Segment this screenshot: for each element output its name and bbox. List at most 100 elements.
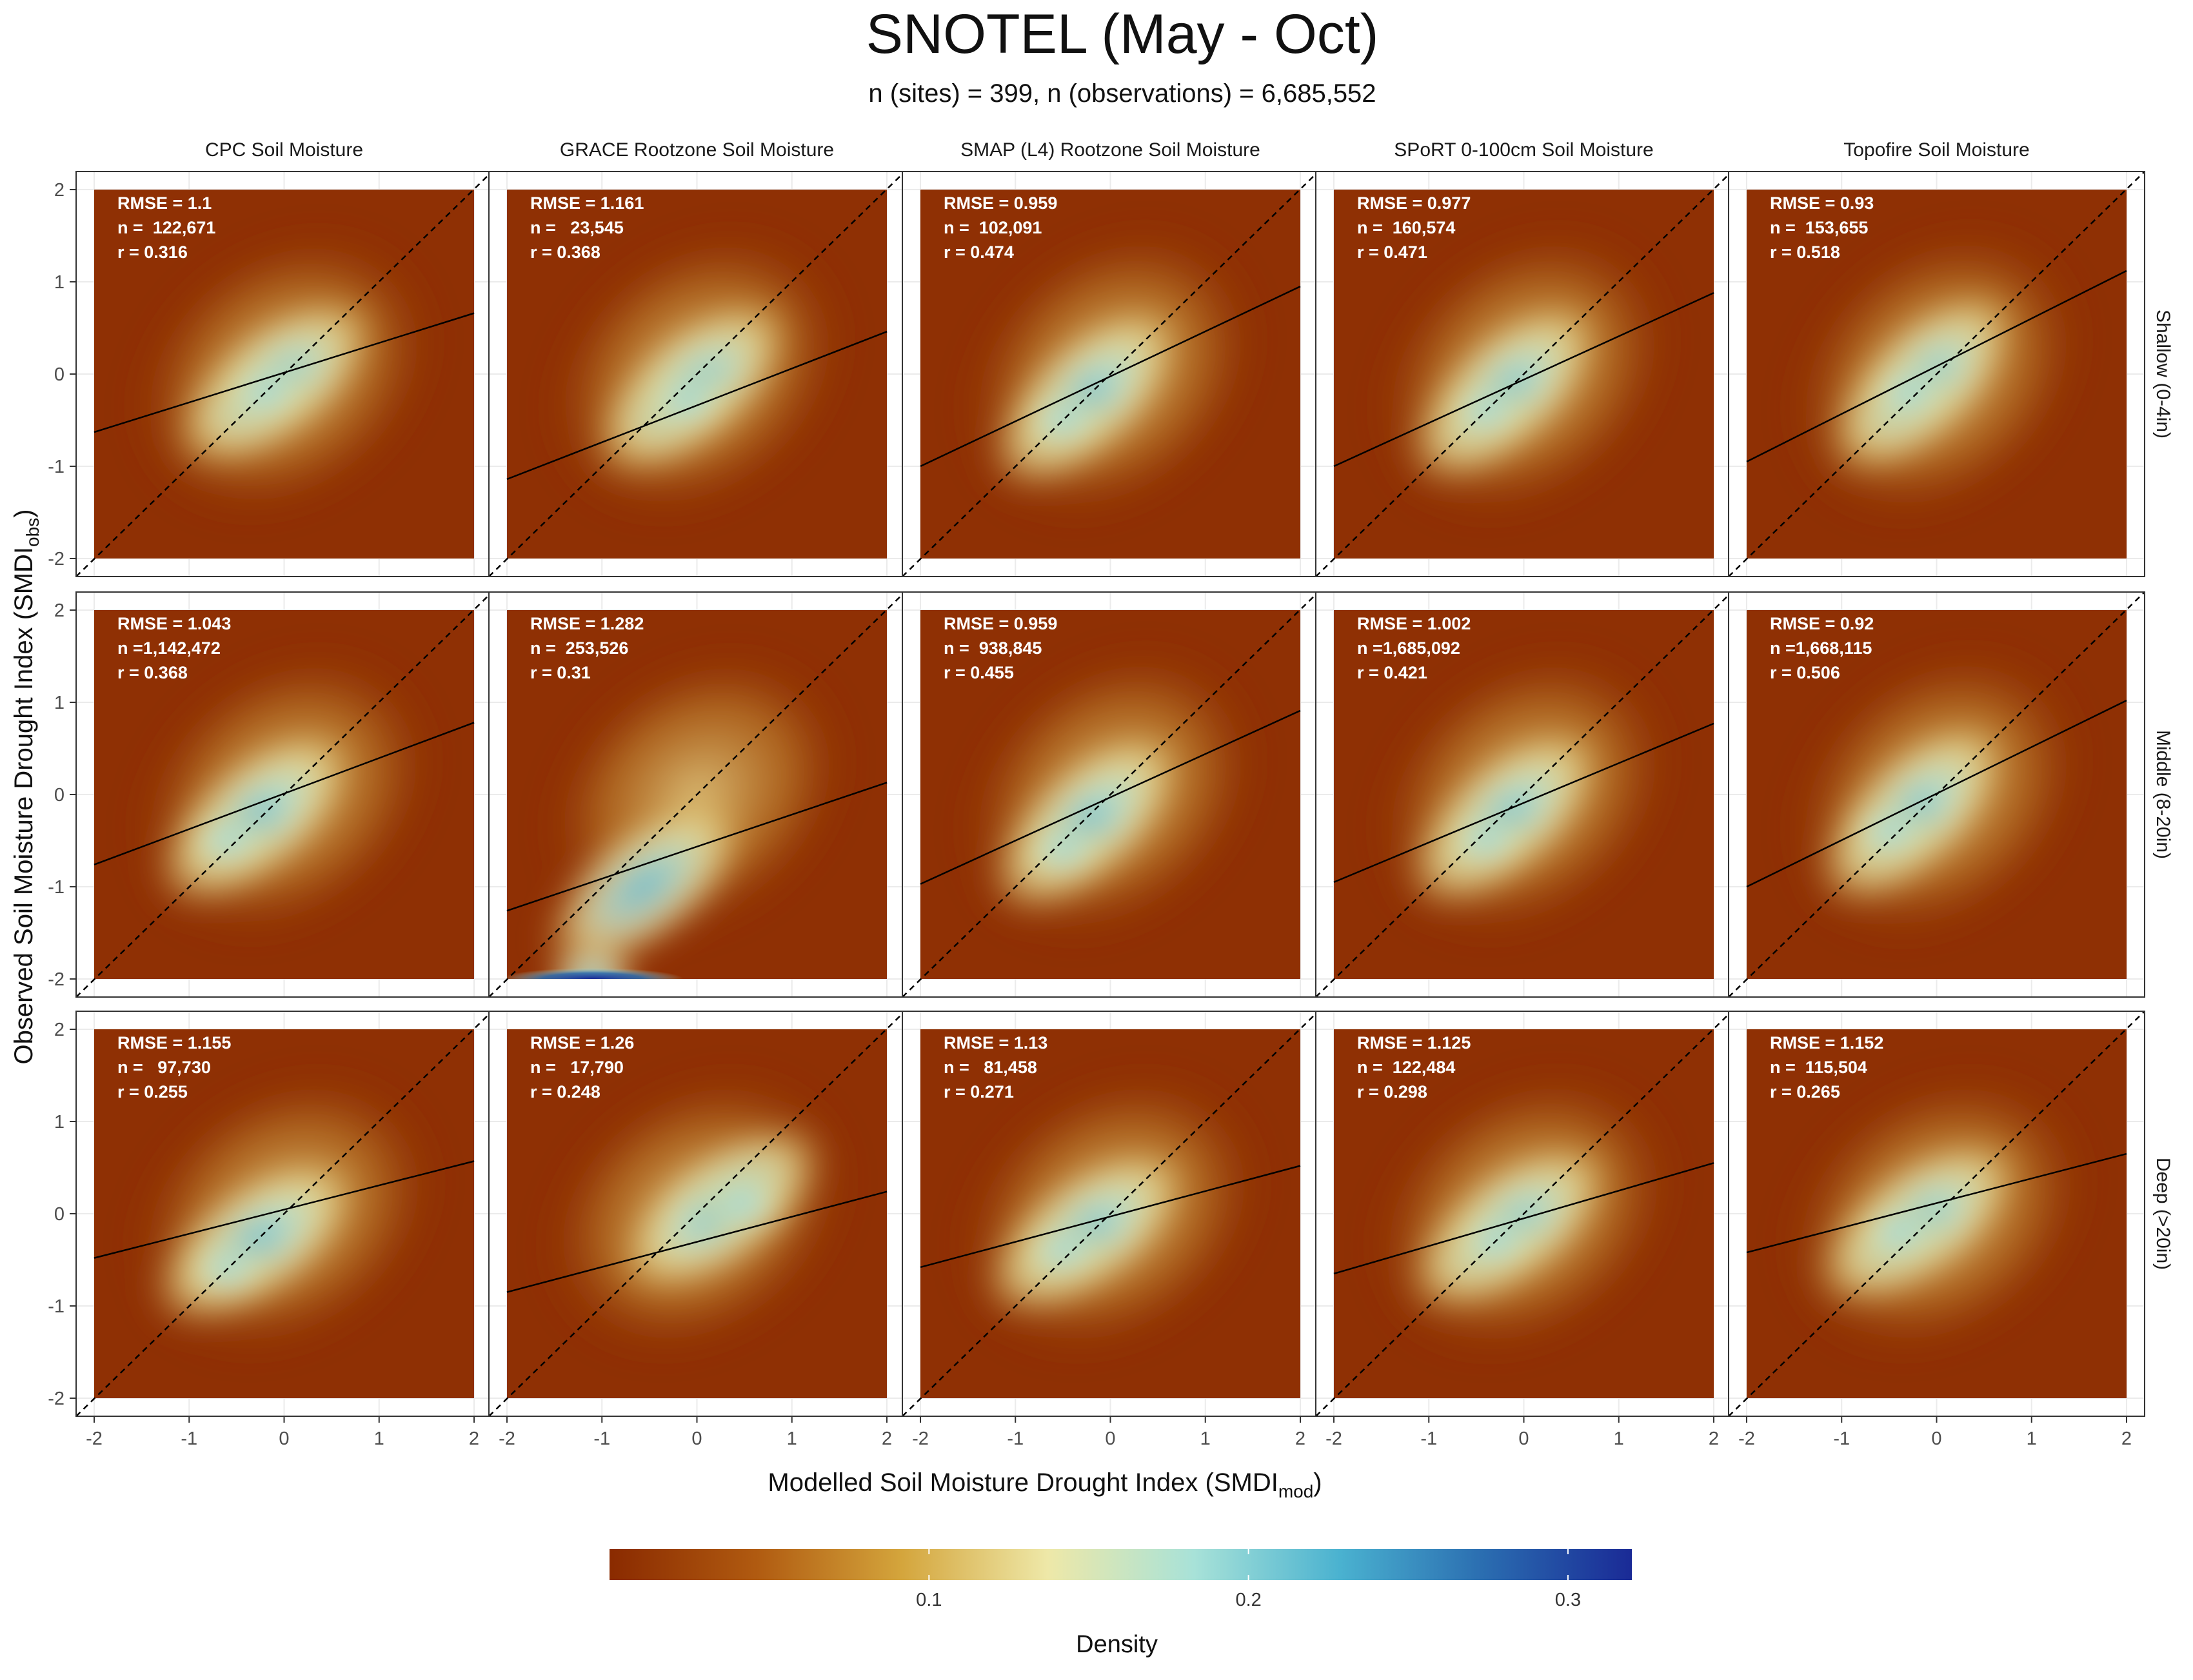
density-peak xyxy=(1017,390,1109,450)
y-tick-label: 2 xyxy=(54,600,64,621)
panel-stat-n: n = 17,790 xyxy=(530,1058,624,1077)
regression-line xyxy=(920,709,1301,885)
colorbar-tick-label: 0.3 xyxy=(1555,1590,1581,1610)
panel-stat-rmse: RMSE = 1.125 xyxy=(1357,1033,1471,1052)
panel-stat-rmse: RMSE = 1.002 xyxy=(1357,614,1471,633)
one-to-one-line xyxy=(1315,1011,1732,1417)
x-tick-label: 1 xyxy=(374,1428,384,1449)
panel-1-1: RMSE = 1.282 n = 253,526 r = 0.31 xyxy=(488,591,906,998)
column-strip-label: Topofire Soil Moisture xyxy=(1843,139,2029,161)
panel-2-2: RMSE = 1.13 n = 81,458 r = 0.271 xyxy=(902,1011,1319,1417)
regression-line xyxy=(94,1160,475,1259)
one-to-one-line xyxy=(488,171,906,577)
panel-stat-n: n =1,668,115 xyxy=(1770,638,1872,658)
panel-2-3: RMSE = 1.125 n = 122,484 r = 0.298 xyxy=(1315,1011,1732,1417)
regression-line xyxy=(1746,700,2127,888)
density-peak xyxy=(1862,362,1954,422)
y-tick-label: -1 xyxy=(48,457,64,477)
panel-stat-rmse: RMSE = 0.959 xyxy=(944,193,1057,213)
y-tick-label: -2 xyxy=(48,549,64,569)
y-tick-label: -1 xyxy=(48,877,64,898)
y-tick-label: 0 xyxy=(54,785,64,805)
panel-stat-r: r = 0.421 xyxy=(1357,663,1427,682)
row-strip-label: Shallow (0-4in) xyxy=(2152,310,2174,439)
density-peak xyxy=(1017,820,1109,880)
column-strip-label: GRACE Rootzone Soil Moisture xyxy=(560,139,834,161)
y-tick-label: -1 xyxy=(48,1296,64,1317)
panel-1-3: RMSE = 1.002 n =1,685,092 r = 0.421 xyxy=(1315,591,1732,998)
panel-stat-n: n = 97,730 xyxy=(117,1058,211,1077)
y-tick-label: 0 xyxy=(54,364,64,385)
x-axis-title: Modelled Soil Moisture Drought Index (SM… xyxy=(768,1468,1322,1501)
y-tick-label: 0 xyxy=(54,1204,64,1225)
panel-stat-rmse: RMSE = 1.282 xyxy=(530,614,644,633)
x-tick-label: 2 xyxy=(1295,1428,1305,1449)
panel-1-0: RMSE = 1.043 n =1,142,472 r = 0.368 xyxy=(75,591,493,998)
x-tick-label: 0 xyxy=(1931,1428,1941,1449)
panel-stat-r: r = 0.298 xyxy=(1357,1082,1427,1102)
one-to-one-line xyxy=(75,171,493,577)
y-tick-label: 1 xyxy=(54,272,64,293)
regression-line xyxy=(1333,722,1714,884)
panel-stat-rmse: RMSE = 1.26 xyxy=(530,1033,634,1052)
x-tick-label: -1 xyxy=(1833,1428,1850,1449)
panel-stat-r: r = 0.31 xyxy=(530,663,591,682)
density-ridge xyxy=(540,795,749,977)
y-tick-label: 2 xyxy=(54,1020,64,1040)
x-tick-label: 1 xyxy=(1200,1428,1211,1449)
panel-stat-n: n = 122,484 xyxy=(1357,1058,1455,1077)
one-to-one-line xyxy=(1728,591,2145,998)
colorbar-legend: 0.1 0.2 0.3 Density xyxy=(610,1549,1632,1658)
panel-stat-rmse: RMSE = 1.1 xyxy=(117,193,212,213)
panel-stat-n: n = 160,574 xyxy=(1357,218,1455,237)
one-to-one-line xyxy=(1315,591,1732,998)
row-strip-label: Middle (8-20in) xyxy=(2152,730,2174,859)
panel-stat-r: r = 0.506 xyxy=(1770,663,1840,682)
panel-stat-rmse: RMSE = 1.155 xyxy=(117,1033,231,1052)
panel-stat-n: n = 23,545 xyxy=(530,218,624,237)
panel-stat-n: n = 122,671 xyxy=(117,218,215,237)
panel-border xyxy=(1728,591,2145,998)
x-tick-label: -1 xyxy=(1007,1428,1024,1449)
panel-stat-r: r = 0.248 xyxy=(530,1082,600,1102)
x-tick-label: -1 xyxy=(181,1428,197,1449)
panel-stat-n: n = 153,655 xyxy=(1770,218,1868,237)
x-tick-label: -1 xyxy=(593,1428,610,1449)
regression-line xyxy=(506,782,888,912)
panel-1-4: RMSE = 0.92 n =1,668,115 r = 0.506 xyxy=(1728,591,2145,998)
density-peak xyxy=(1440,811,1532,871)
y-tick-label: 1 xyxy=(54,1112,64,1132)
x-tick-label: -2 xyxy=(499,1428,515,1449)
x-tick-label: 0 xyxy=(1105,1428,1115,1449)
panel-stat-n: n = 115,504 xyxy=(1770,1058,1867,1077)
x-tick-label: 0 xyxy=(279,1428,289,1449)
panel-stat-r: r = 0.265 xyxy=(1770,1082,1840,1102)
one-to-one-line xyxy=(488,1011,906,1417)
y-axis-title: Observed Soil Moisture Drought Index (SM… xyxy=(10,509,43,1064)
x-tick-label: 2 xyxy=(1709,1428,1719,1449)
regression-line xyxy=(1746,270,2127,462)
column-strip-label: SMAP (L4) Rootzone Soil Moisture xyxy=(960,139,1260,161)
regression-line xyxy=(1746,1152,2127,1254)
panel-stat-rmse: RMSE = 1.043 xyxy=(117,614,231,633)
x-tick-label: -1 xyxy=(1420,1428,1437,1449)
y-tick-label: 1 xyxy=(54,693,64,713)
panel-stat-n: n =1,685,092 xyxy=(1357,638,1460,658)
x-tick-label: 2 xyxy=(882,1428,892,1449)
regression-line xyxy=(1333,1162,1714,1275)
panel-stat-r: r = 0.368 xyxy=(530,242,600,262)
panel-stat-r: r = 0.255 xyxy=(117,1082,188,1102)
panel-2-4: RMSE = 1.152 n = 115,504 r = 0.265 xyxy=(1728,1011,2145,1417)
panel-stat-r: r = 0.368 xyxy=(117,663,188,682)
x-tick-label: -2 xyxy=(1325,1428,1342,1449)
x-tick-label: 0 xyxy=(1518,1428,1529,1449)
x-tick-label: -2 xyxy=(86,1428,103,1449)
regression-line xyxy=(94,312,475,433)
regression-line xyxy=(506,1191,888,1293)
regression-line xyxy=(1333,292,1714,468)
y-tick-label: -2 xyxy=(48,969,64,990)
panel-stat-n: n = 938,845 xyxy=(944,638,1042,658)
one-to-one-line xyxy=(902,171,1319,577)
